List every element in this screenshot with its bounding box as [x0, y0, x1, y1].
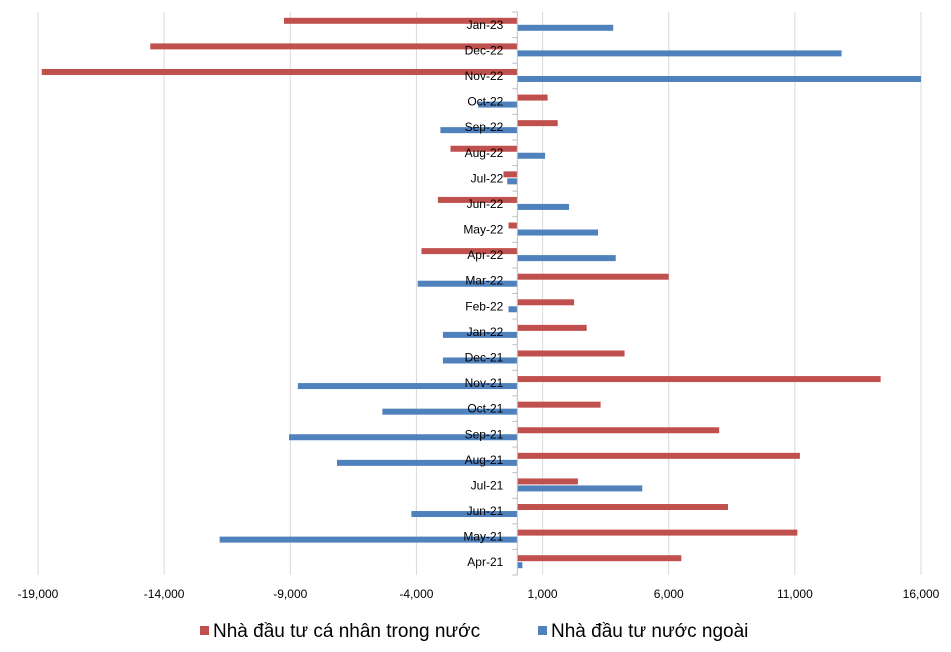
bar-foreign: [411, 511, 518, 518]
bar-domestic: [517, 555, 682, 562]
legend-label: Nhà đầu tư nước ngoài: [551, 621, 748, 642]
x-tick-label: -9,000: [273, 587, 307, 601]
bar-domestic: [283, 17, 518, 24]
category-label: Aug-22: [465, 146, 504, 160]
bar-foreign: [517, 152, 546, 159]
bar-foreign: [297, 383, 518, 390]
legend-label: Nhà đầu tư cá nhân trong nước: [213, 621, 480, 642]
legend-swatch: [200, 626, 209, 635]
bar-domestic: [437, 196, 518, 203]
bar-domestic: [517, 273, 669, 280]
category-label: Oct-21: [467, 402, 503, 416]
category-label: Jan-22: [467, 325, 504, 339]
category-label: Apr-21: [467, 555, 503, 569]
category-label: Sep-22: [465, 120, 504, 134]
bars: [41, 17, 921, 569]
category-label: Dec-22: [465, 43, 504, 57]
bar-foreign: [508, 306, 518, 313]
bar-domestic: [503, 171, 518, 178]
category-label: Nov-21: [465, 376, 504, 390]
x-tick-label: 6,000: [654, 587, 684, 601]
bar-foreign: [517, 229, 599, 236]
bar-domestic: [517, 504, 729, 511]
bar-domestic: [517, 324, 587, 331]
category-label: Jan-23: [467, 18, 504, 32]
bar-foreign: [517, 485, 643, 492]
x-tick-labels: -19,000 -14,000 -9,000 -4,000 1,000 6,000 11,0…: [18, 587, 940, 601]
bar-foreign: [517, 50, 842, 57]
category-label: May-22: [463, 223, 503, 237]
bar-domestic: [450, 145, 518, 152]
category-label: Aug-21: [465, 453, 504, 467]
category-label: Oct-22: [467, 95, 503, 109]
bar-domestic: [517, 120, 558, 127]
bar-domestic: [517, 427, 720, 434]
category-label: May-21: [463, 530, 503, 544]
category-label: Jul-22: [471, 171, 504, 185]
bar-foreign: [382, 408, 518, 415]
category-label: Mar-22: [465, 274, 503, 288]
bar-foreign: [289, 434, 518, 441]
bar-foreign: [219, 536, 518, 543]
bar-domestic: [517, 299, 575, 306]
bar-domestic: [517, 376, 881, 383]
x-tick-label: 11,000: [777, 587, 813, 601]
bar-foreign: [517, 203, 570, 210]
bar-foreign: [517, 75, 921, 82]
bar-foreign: [478, 101, 518, 108]
bar-domestic: [517, 350, 625, 357]
gridlines: [37, 12, 922, 575]
bar-domestic: [508, 222, 518, 229]
x-tick-label: -19,000: [18, 587, 59, 601]
bar-foreign: [517, 255, 616, 262]
legend: Nhà đầu tư cá nhân trong nước Nhà đầu tư …: [200, 621, 748, 642]
category-label: Dec-21: [465, 350, 504, 364]
bar-domestic: [517, 94, 548, 101]
x-tick-label: -4,000: [399, 587, 433, 601]
category-label: Nov-22: [465, 69, 504, 83]
category-label: Jul-21: [471, 478, 504, 492]
bar-domestic: [150, 43, 518, 50]
bar-foreign: [417, 280, 518, 287]
category-label: Feb-22: [465, 299, 503, 313]
bar-foreign: [507, 178, 518, 185]
bar-foreign: [440, 127, 518, 134]
category-label: Jun-21: [467, 504, 504, 518]
x-tick-label: -14,000: [144, 587, 185, 601]
bar-domestic: [517, 452, 800, 459]
category-label: Apr-22: [467, 248, 503, 262]
bar-foreign: [517, 24, 614, 31]
bar-domestic: [517, 478, 578, 485]
category-label: Jun-22: [467, 197, 504, 211]
bar-domestic: [517, 529, 798, 536]
legend-swatch: [538, 626, 547, 635]
bar-foreign: [442, 357, 518, 364]
category-labels: Apr-21 May-21 Jun-21 Jul-21 Aug-21 Sep-21 Oct-…: [463, 18, 503, 569]
bar-foreign: [336, 459, 518, 466]
bar-domestic: [41, 68, 518, 75]
category-label: Sep-21: [465, 427, 504, 441]
x-tick-label: 1,000: [528, 587, 558, 601]
bar-foreign: [442, 331, 518, 338]
bar-foreign: [517, 562, 523, 569]
bar-domestic: [517, 401, 601, 408]
category-axis: [512, 11, 518, 576]
bar-domestic: [421, 248, 518, 255]
x-tick-label: 16,000: [903, 587, 940, 601]
